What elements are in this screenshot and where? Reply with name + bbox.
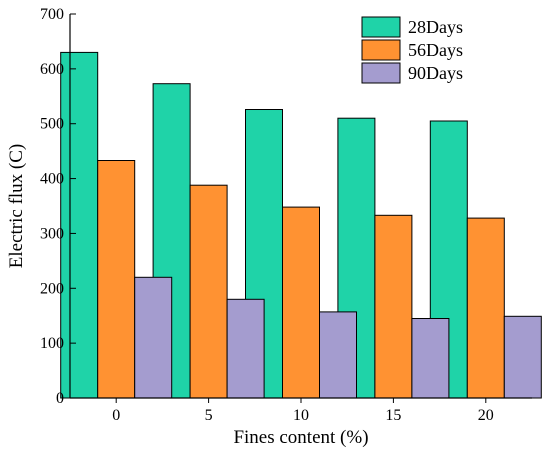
legend-swatch-28Days <box>361 16 401 38</box>
bar-56Days-15 <box>374 214 413 399</box>
x-tick-label: 10 <box>293 407 309 424</box>
bar-56Days-10 <box>282 206 320 399</box>
y-tick-label: 100 <box>40 335 64 352</box>
bar-90Days-10 <box>319 311 357 399</box>
bar-56Days-5 <box>189 184 228 399</box>
bar-56Days-0 <box>97 160 136 399</box>
y-tick-label: 700 <box>40 6 64 23</box>
legend-label-28Days: 28Days <box>408 17 463 37</box>
bar-90Days-20 <box>503 315 542 399</box>
legend-swatch-56Days <box>361 39 401 61</box>
y-tick-label: 300 <box>40 225 64 242</box>
y-axis-title: Electric flux (C) <box>6 144 27 269</box>
x-axis-title: Fines content (%) <box>233 427 368 448</box>
x-tick-label: 5 <box>205 407 213 424</box>
y-tick-label: 500 <box>40 116 64 133</box>
legend-label-90Days: 90Days <box>408 63 463 83</box>
y-tick-label: 400 <box>40 171 64 188</box>
bar-90Days-15 <box>411 318 450 399</box>
legend-label-56Days: 56Days <box>408 40 463 60</box>
ticks-group: 0 100 200 300 400 500 600 700 0 5 10 15 20 <box>40 6 494 424</box>
y-tick-label: 600 <box>40 61 64 78</box>
legend: 28Days 56Days 90Days <box>361 16 463 84</box>
x-tick-label: 15 <box>385 407 401 424</box>
x-tick-label: 0 <box>112 407 120 424</box>
bars-group <box>60 51 542 399</box>
y-tick-label: 0 <box>56 390 64 407</box>
x-tick-label: 20 <box>478 407 494 424</box>
legend-swatch-90Days <box>361 62 401 84</box>
bar-90Days-5 <box>226 298 265 399</box>
bar-56Days-20 <box>466 217 505 399</box>
bar-90Days-0 <box>134 276 173 399</box>
y-tick-label: 200 <box>40 280 64 297</box>
bar-28Days-0 <box>60 51 99 399</box>
